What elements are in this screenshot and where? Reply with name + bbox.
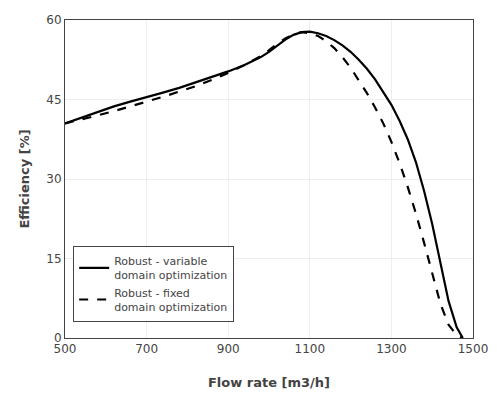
- svg-text:0: 0: [54, 331, 62, 345]
- svg-text:Efficiency [%]: Efficiency [%]: [17, 129, 32, 228]
- svg-text:700: 700: [135, 342, 158, 356]
- svg-text:60: 60: [46, 13, 61, 27]
- svg-text:15: 15: [46, 252, 61, 266]
- svg-text:1300: 1300: [376, 342, 407, 356]
- svg-text:45: 45: [46, 93, 61, 107]
- svg-text:30: 30: [46, 172, 61, 186]
- svg-text:Flow rate [m3/h]: Flow rate [m3/h]: [208, 375, 330, 390]
- svg-text:Robust - variabledomain optimi: Robust - variabledomain optimization: [114, 255, 227, 282]
- svg-text:1500: 1500: [458, 342, 489, 356]
- svg-text:1100: 1100: [295, 342, 326, 356]
- svg-text:500: 500: [54, 342, 77, 356]
- svg-text:Robust - fixeddomain optimizat: Robust - fixeddomain optimization: [114, 287, 227, 314]
- svg-text:900: 900: [217, 342, 240, 356]
